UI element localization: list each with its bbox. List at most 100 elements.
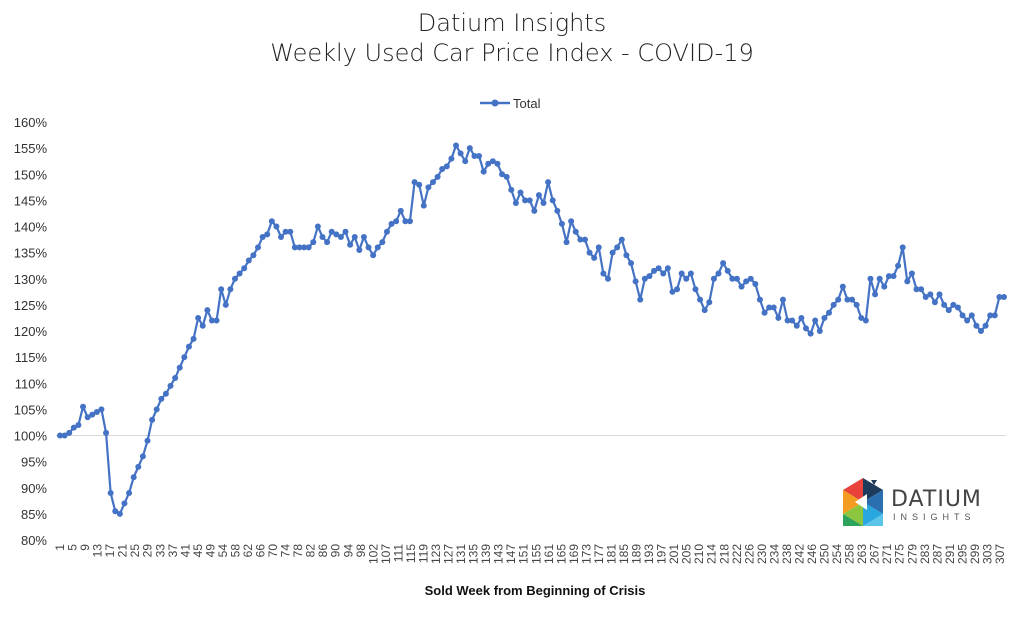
data-point: [107, 489, 114, 496]
data-point: [973, 322, 980, 329]
x-tick-label: 299: [968, 544, 982, 564]
x-tick-label: 111: [391, 544, 405, 563]
data-point: [466, 145, 473, 152]
data-point: [586, 249, 593, 256]
data-point: [701, 307, 708, 314]
y-tick-label: 105%: [14, 402, 48, 417]
data-point: [826, 309, 833, 316]
data-point: [830, 301, 837, 308]
x-tick-label: 303: [980, 544, 994, 564]
data-point: [66, 429, 73, 436]
x-tick-label: 238: [780, 544, 794, 564]
data-point: [314, 223, 321, 230]
x-tick-label: 5: [66, 544, 80, 551]
x-tick-label: 169: [567, 544, 581, 564]
x-tick-label: 107: [379, 544, 393, 564]
data-point: [370, 252, 377, 259]
x-axis: 1591317212529333741454954586266707478828…: [53, 544, 1007, 564]
data-point: [324, 239, 331, 246]
y-tick-label: 155%: [14, 141, 48, 156]
data-point: [609, 249, 616, 256]
data-point: [57, 432, 63, 439]
data-point: [738, 283, 745, 290]
data-point: [374, 244, 381, 251]
data-point: [204, 307, 211, 314]
data-point: [301, 244, 308, 251]
data-point: [181, 354, 188, 361]
x-tick-label: 135: [467, 544, 481, 564]
data-point: [153, 406, 160, 413]
data-point: [572, 228, 579, 235]
data-point: [591, 254, 598, 261]
data-point: [779, 296, 786, 303]
data-point: [545, 179, 552, 186]
data-point: [135, 463, 142, 470]
data-point: [540, 199, 547, 206]
y-tick-label: 90%: [21, 481, 47, 496]
y-tick-label: 130%: [14, 272, 48, 287]
data-point: [172, 375, 179, 382]
x-tick-label: 119: [416, 544, 430, 563]
x-tick-label: 258: [843, 544, 857, 564]
y-tick-label: 85%: [21, 507, 47, 522]
data-point: [664, 265, 671, 272]
data-point: [273, 223, 280, 230]
data-point: [729, 275, 736, 282]
data-point: [651, 267, 658, 274]
x-tick-label: 234: [767, 544, 781, 564]
data-point: [931, 299, 938, 306]
data-point: [480, 168, 487, 175]
datium-logo: DATIUM INSIGHTS: [843, 478, 981, 526]
x-tick-label: 58: [228, 544, 242, 558]
chart-title-line1: Datium Insights: [418, 9, 606, 37]
y-tick-label: 120%: [14, 324, 48, 339]
x-tick-label: 45: [191, 544, 205, 558]
x-tick-label: 246: [805, 544, 819, 564]
data-point: [420, 202, 427, 209]
x-tick-label: 197: [655, 544, 669, 564]
x-tick-label: 37: [166, 544, 180, 558]
data-point: [950, 301, 957, 308]
x-tick-label: 151: [517, 544, 531, 564]
data-point: [347, 241, 354, 248]
data-point: [84, 414, 91, 421]
data-point: [885, 273, 892, 280]
logo-tagline: INSIGHTS: [893, 512, 976, 522]
data-point: [646, 273, 653, 280]
data-point: [770, 304, 777, 311]
data-point: [881, 283, 888, 290]
data-point: [637, 296, 644, 303]
data-point: [849, 296, 856, 303]
data-point: [563, 239, 570, 246]
x-tick-label: 21: [116, 544, 130, 558]
data-point: [531, 207, 538, 214]
data-point: [296, 244, 303, 251]
data-point: [710, 275, 717, 282]
data-point: [706, 299, 713, 306]
y-tick-label: 115%: [15, 350, 48, 365]
x-tick-label: 33: [153, 544, 167, 558]
data-point: [747, 275, 754, 282]
x-tick-label: 62: [241, 544, 255, 558]
data-point: [139, 453, 146, 460]
data-point: [775, 314, 782, 321]
data-point: [383, 228, 390, 235]
data-point: [278, 233, 285, 240]
data-point: [70, 424, 77, 431]
x-tick-label: 94: [341, 544, 355, 558]
data-point: [899, 244, 906, 251]
data-point: [360, 233, 367, 240]
data-point: [941, 301, 948, 308]
data-point: [176, 364, 183, 371]
data-point: [720, 260, 727, 267]
data-point: [922, 294, 929, 301]
x-tick-label: 54: [216, 544, 230, 558]
data-point: [581, 236, 588, 243]
y-tick-label: 160%: [14, 115, 48, 130]
data-point: [568, 218, 575, 225]
data-point: [526, 197, 533, 204]
x-tick-label: 226: [742, 544, 756, 564]
x-tick-label: 127: [442, 544, 456, 564]
data-point: [489, 158, 496, 165]
data-point: [600, 270, 607, 277]
